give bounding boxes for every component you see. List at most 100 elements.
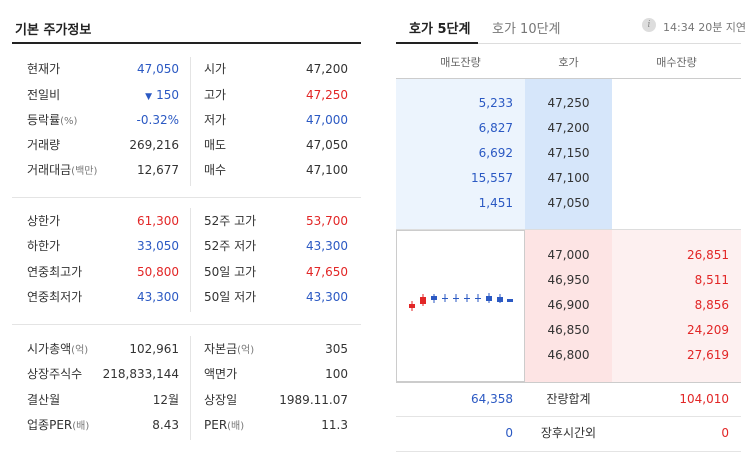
info-row: 연중최저가 43,300 50일 저가 43,300 <box>0 287 361 307</box>
active-tab-indicator <box>396 42 478 44</box>
label: 저가 <box>204 113 227 127</box>
ask-price-area <box>525 79 612 229</box>
value: 269,216 <box>129 138 179 152</box>
ask-price[interactable]: 47,100 <box>547 171 590 185</box>
info-row: 시가총액(억) 102,961 자본금(억) 305 <box>0 339 361 359</box>
label: 현재가 <box>27 62 61 76</box>
value: 305 <box>325 342 348 356</box>
header-price: 호가 <box>558 56 579 69</box>
ask-qty: 1,451 <box>478 196 513 210</box>
candle-1 <box>409 301 415 311</box>
mini-candle-chart <box>396 230 525 382</box>
bid-qty: 8,511 <box>694 273 729 287</box>
label: 상한가 <box>27 214 61 228</box>
value: 61,300 <box>137 214 179 228</box>
total-divider <box>396 416 741 417</box>
label: 거래대금(백만) <box>27 163 98 177</box>
value: 218,833,144 <box>102 367 179 381</box>
value: 47,200 <box>306 62 348 76</box>
ask-price[interactable]: 47,250 <box>547 96 590 110</box>
label: 상장일 <box>204 393 238 407</box>
candle-7 <box>475 294 481 302</box>
after-hours-label: 장후시간외 <box>540 426 597 440</box>
bid-price[interactable]: 46,800 <box>547 348 590 362</box>
ask-qty: 15,557 <box>471 171 513 185</box>
bid-price[interactable]: 46,950 <box>547 273 590 287</box>
label: 업종PER(배) <box>27 418 90 432</box>
label: 연중최고가 <box>27 265 83 279</box>
ask-qty: 5,233 <box>478 96 513 110</box>
value: 43,300 <box>306 290 348 304</box>
value: 102,961 <box>129 342 179 356</box>
value: 43,300 <box>137 290 179 304</box>
info-row: 상한가 61,300 52주 고가 53,700 <box>0 211 361 231</box>
candle-10 <box>507 299 513 302</box>
bid-price[interactable]: 47,000 <box>547 248 590 262</box>
label: 상장주식수 <box>27 367 83 381</box>
header-ask-qty: 매도잔량 <box>440 56 481 69</box>
column-divider <box>190 208 191 312</box>
section-divider <box>12 197 361 198</box>
label: 고가 <box>204 88 227 102</box>
orderbook-bottom-divider <box>396 382 741 383</box>
after-hours-divider <box>396 451 741 452</box>
value: 47,650 <box>306 265 348 279</box>
after-hours-bid-qty: 0 <box>721 426 729 440</box>
ask-price[interactable]: 47,200 <box>547 121 590 135</box>
value: 53,700 <box>306 214 348 228</box>
bid-qty: 24,209 <box>687 323 729 337</box>
down-arrow-icon: ▼ <box>145 92 153 102</box>
tab-divider <box>396 43 741 44</box>
value: 1989.11.07 <box>279 393 348 407</box>
info-row: 결산월 12월 상장일 1989.11.07 <box>0 390 361 410</box>
bid-price[interactable]: 46,850 <box>547 323 590 337</box>
value: 50,800 <box>137 265 179 279</box>
info-row: 업종PER(배) 8.43 PER(배) 11.3 <box>0 415 361 435</box>
info-icon[interactable]: i <box>642 18 656 32</box>
bid-price-area <box>525 230 612 382</box>
value: 47,100 <box>306 163 348 177</box>
label: 전일비 <box>27 88 61 102</box>
label: 50일 저가 <box>204 290 257 304</box>
candle-2 <box>420 294 426 306</box>
value: 47,050 <box>306 138 348 152</box>
column-divider <box>190 336 191 440</box>
label: 결산월 <box>27 393 61 407</box>
tab-5-levels[interactable]: 호가 5단계 <box>409 22 471 37</box>
value: 47,000 <box>306 113 348 127</box>
value: 33,050 <box>137 239 179 253</box>
label: 매도 <box>204 138 227 152</box>
tab-10-levels[interactable]: 호가 10단계 <box>492 22 561 37</box>
basic-stock-info-panel: 기본 주가정보 현재가 47,050 시가 47,200 전일비 ▼ 150 고가… <box>0 0 361 458</box>
label: 등락률(%) <box>27 113 78 127</box>
ask-price[interactable]: 47,050 <box>547 196 590 210</box>
label: 매수 <box>204 163 227 177</box>
info-row: 하한가 33,050 52주 저가 43,300 <box>0 236 361 256</box>
bid-qty: 26,851 <box>687 248 729 262</box>
ask-price[interactable]: 47,150 <box>547 146 590 160</box>
value: 8.43 <box>152 418 179 432</box>
panel-title: 기본 주가정보 <box>15 23 92 38</box>
label: 시가 <box>204 62 227 76</box>
bid-qty: 8,856 <box>694 298 729 312</box>
bid-price[interactable]: 46,900 <box>547 298 590 312</box>
bid-qty-area <box>612 230 741 382</box>
value: -0.32% <box>136 113 179 127</box>
value: 12,677 <box>137 163 179 177</box>
title-divider <box>12 42 361 44</box>
value: 43,300 <box>306 239 348 253</box>
info-row: 연중최고가 50,800 50일 고가 47,650 <box>0 262 361 282</box>
column-divider <box>190 57 191 186</box>
order-book-panel: 호가 5단계 호가 10단계 i 14:34 20분 지연 매도잔량 호가 매수… <box>396 0 746 458</box>
candle-5 <box>453 294 459 302</box>
label: 시가총액(억) <box>27 342 89 356</box>
candle-3 <box>431 294 437 303</box>
value: 47,250 <box>306 88 348 102</box>
delay-time-text: 14:34 20분 지연 <box>663 21 747 34</box>
total-bid-qty: 104,010 <box>679 392 729 406</box>
value: 12월 <box>152 393 179 407</box>
value: 11.3 <box>321 418 348 432</box>
info-row: 전일비 ▼ 150 고가 47,250 <box>0 85 361 105</box>
label: 거래량 <box>27 138 61 152</box>
value: 47,050 <box>137 62 179 76</box>
